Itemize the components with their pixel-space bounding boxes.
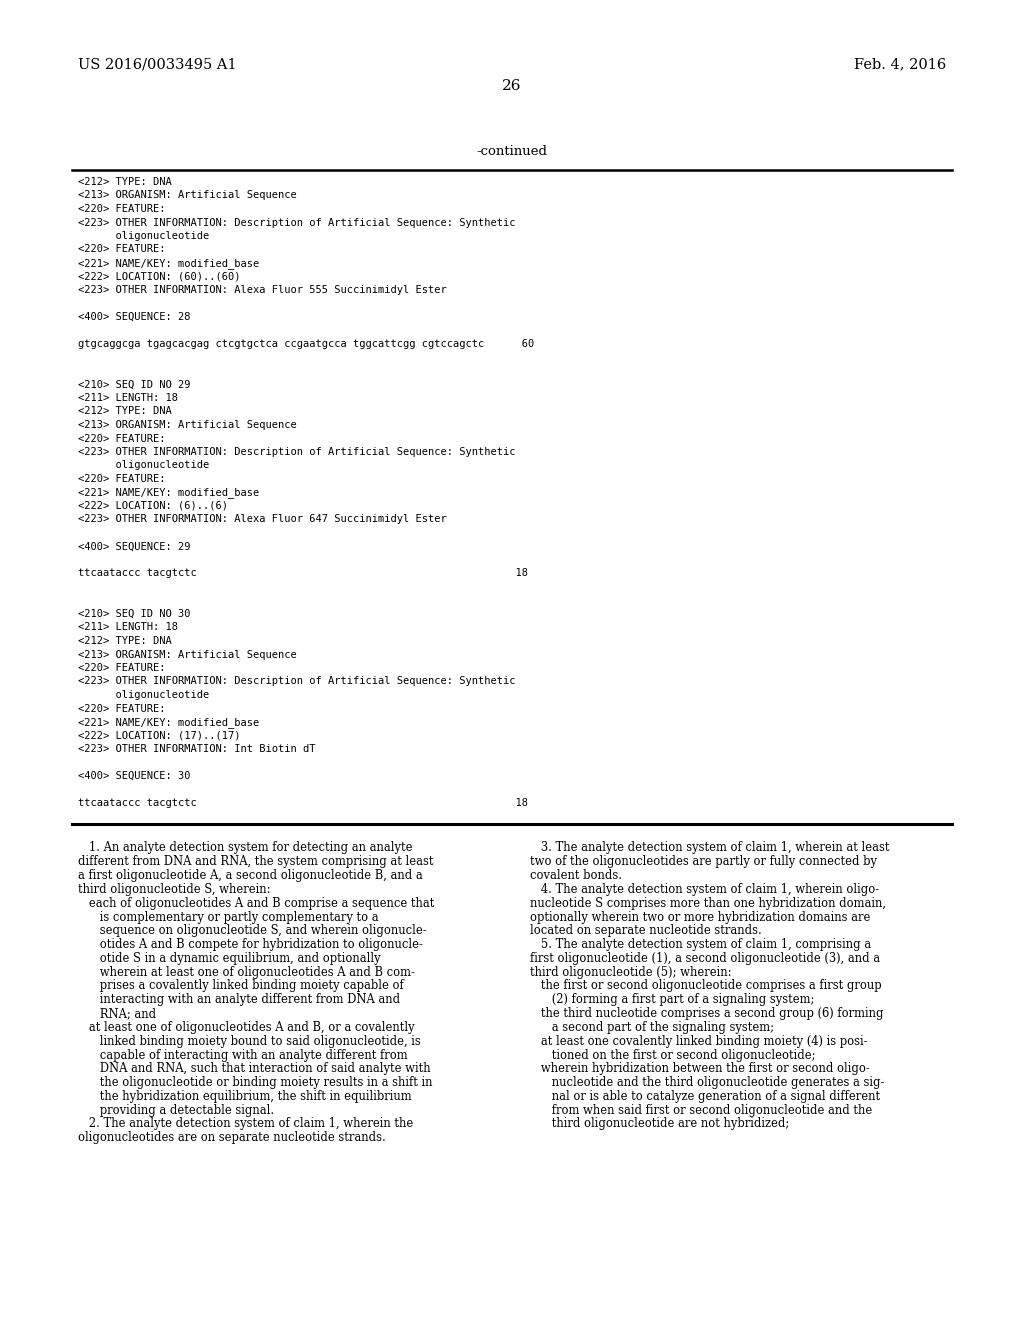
Text: 5. The analyte detection system of claim 1, comprising a: 5. The analyte detection system of claim… (530, 939, 871, 952)
Text: the third nucleotide comprises a second group (6) forming: the third nucleotide comprises a second … (530, 1007, 884, 1020)
Text: <223> OTHER INFORMATION: Description of Artificial Sequence: Synthetic: <223> OTHER INFORMATION: Description of … (78, 447, 515, 457)
Text: linked binding moiety bound to said oligonucleotide, is: linked binding moiety bound to said olig… (78, 1035, 421, 1048)
Text: (2) forming a first part of a signaling system;: (2) forming a first part of a signaling … (530, 993, 814, 1006)
Text: 26: 26 (502, 79, 522, 92)
Text: ttcaataccc tacgtctc                                                   18: ttcaataccc tacgtctc 18 (78, 569, 528, 578)
Text: <223> OTHER INFORMATION: Alexa Fluor 647 Succinimidyl Ester: <223> OTHER INFORMATION: Alexa Fluor 647… (78, 515, 446, 524)
Text: <212> TYPE: DNA: <212> TYPE: DNA (78, 407, 172, 417)
Text: <221> NAME/KEY: modified_base: <221> NAME/KEY: modified_base (78, 717, 259, 727)
Text: a first oligonucleotide A, a second oligonucleotide B, and a: a first oligonucleotide A, a second olig… (78, 869, 423, 882)
Text: <223> OTHER INFORMATION: Alexa Fluor 555 Succinimidyl Ester: <223> OTHER INFORMATION: Alexa Fluor 555… (78, 285, 446, 294)
Text: the hybridization equilibrium, the shift in equilibrium: the hybridization equilibrium, the shift… (78, 1090, 412, 1104)
Text: US 2016/0033495 A1: US 2016/0033495 A1 (78, 57, 237, 71)
Text: providing a detectable signal.: providing a detectable signal. (78, 1104, 274, 1117)
Text: otide S in a dynamic equilibrium, and optionally: otide S in a dynamic equilibrium, and op… (78, 952, 381, 965)
Text: <220> FEATURE:: <220> FEATURE: (78, 244, 166, 255)
Text: <222> LOCATION: (17)..(17): <222> LOCATION: (17)..(17) (78, 730, 241, 741)
Text: each of oligonucleotides A and B comprise a sequence that: each of oligonucleotides A and B compris… (78, 896, 434, 909)
Text: <213> ORGANISM: Artificial Sequence: <213> ORGANISM: Artificial Sequence (78, 190, 297, 201)
Text: covalent bonds.: covalent bonds. (530, 869, 622, 882)
Text: <213> ORGANISM: Artificial Sequence: <213> ORGANISM: Artificial Sequence (78, 649, 297, 660)
Text: nal or is able to catalyze generation of a signal different: nal or is able to catalyze generation of… (530, 1090, 880, 1104)
Text: wherein hybridization between the first or second oligo-: wherein hybridization between the first … (530, 1063, 869, 1076)
Text: DNA and RNA, such that interaction of said analyte with: DNA and RNA, such that interaction of sa… (78, 1063, 431, 1076)
Text: <222> LOCATION: (60)..(60): <222> LOCATION: (60)..(60) (78, 272, 241, 281)
Text: is complementary or partly complementary to a: is complementary or partly complementary… (78, 911, 379, 924)
Text: nucleotide S comprises more than one hybridization domain,: nucleotide S comprises more than one hyb… (530, 896, 886, 909)
Text: RNA; and: RNA; and (78, 1007, 156, 1020)
Text: <211> LENGTH: 18: <211> LENGTH: 18 (78, 623, 178, 632)
Text: <223> OTHER INFORMATION: Description of Artificial Sequence: Synthetic: <223> OTHER INFORMATION: Description of … (78, 676, 515, 686)
Text: capable of interacting with an analyte different from: capable of interacting with an analyte d… (78, 1048, 408, 1061)
Text: gtgcaggcga tgagcacgag ctcgtgctca ccgaatgcca tggcattcgg cgtccagctc      60: gtgcaggcga tgagcacgag ctcgtgctca ccgaatg… (78, 339, 535, 348)
Text: otides A and B compete for hybridization to oligonucle-: otides A and B compete for hybridization… (78, 939, 423, 952)
Text: oligonucleotide: oligonucleotide (78, 690, 209, 700)
Text: <220> FEATURE:: <220> FEATURE: (78, 663, 166, 673)
Text: 1. An analyte detection system for detecting an analyte: 1. An analyte detection system for detec… (78, 842, 413, 854)
Text: different from DNA and RNA, the system comprising at least: different from DNA and RNA, the system c… (78, 855, 433, 869)
Text: <400> SEQUENCE: 30: <400> SEQUENCE: 30 (78, 771, 190, 781)
Text: from when said first or second oligonucleotide and the: from when said first or second oligonucl… (530, 1104, 872, 1117)
Text: <221> NAME/KEY: modified_base: <221> NAME/KEY: modified_base (78, 257, 259, 269)
Text: third oligonucleotide are not hybridized;: third oligonucleotide are not hybridized… (530, 1118, 790, 1130)
Text: <220> FEATURE:: <220> FEATURE: (78, 433, 166, 444)
Text: 4. The analyte detection system of claim 1, wherein oligo-: 4. The analyte detection system of claim… (530, 883, 880, 896)
Text: optionally wherein two or more hybridization domains are: optionally wherein two or more hybridiza… (530, 911, 870, 924)
Text: <223> OTHER INFORMATION: Description of Artificial Sequence: Synthetic: <223> OTHER INFORMATION: Description of … (78, 218, 515, 227)
Text: <220> FEATURE:: <220> FEATURE: (78, 205, 166, 214)
Text: two of the oligonucleotides are partly or fully connected by: two of the oligonucleotides are partly o… (530, 855, 877, 869)
Text: -continued: -continued (476, 145, 548, 158)
Text: Feb. 4, 2016: Feb. 4, 2016 (854, 57, 946, 71)
Text: <221> NAME/KEY: modified_base: <221> NAME/KEY: modified_base (78, 487, 259, 499)
Text: <222> LOCATION: (6)..(6): <222> LOCATION: (6)..(6) (78, 502, 228, 511)
Text: oligonucleotide: oligonucleotide (78, 231, 209, 242)
Text: nucleotide and the third oligonucleotide generates a sig-: nucleotide and the third oligonucleotide… (530, 1076, 885, 1089)
Text: located on separate nucleotide strands.: located on separate nucleotide strands. (530, 924, 762, 937)
Text: at least one of oligonucleotides A and B, or a covalently: at least one of oligonucleotides A and B… (78, 1020, 415, 1034)
Text: the oligonucleotide or binding moiety results in a shift in: the oligonucleotide or binding moiety re… (78, 1076, 432, 1089)
Text: sequence on oligonucleotide S, and wherein oligonucle-: sequence on oligonucleotide S, and where… (78, 924, 427, 937)
Text: prises a covalently linked binding moiety capable of: prises a covalently linked binding moiet… (78, 979, 403, 993)
Text: <211> LENGTH: 18: <211> LENGTH: 18 (78, 393, 178, 403)
Text: <223> OTHER INFORMATION: Int Biotin dT: <223> OTHER INFORMATION: Int Biotin dT (78, 744, 315, 754)
Text: <400> SEQUENCE: 28: <400> SEQUENCE: 28 (78, 312, 190, 322)
Text: oligonucleotides are on separate nucleotide strands.: oligonucleotides are on separate nucleot… (78, 1131, 386, 1144)
Text: interacting with an analyte different from DNA and: interacting with an analyte different fr… (78, 993, 400, 1006)
Text: <220> FEATURE:: <220> FEATURE: (78, 474, 166, 484)
Text: oligonucleotide: oligonucleotide (78, 461, 209, 470)
Text: third oligonucleotide S, wherein:: third oligonucleotide S, wherein: (78, 883, 270, 896)
Text: <210> SEQ ID NO 30: <210> SEQ ID NO 30 (78, 609, 190, 619)
Text: third oligonucleotide (5); wherein:: third oligonucleotide (5); wherein: (530, 966, 731, 978)
Text: first oligonucleotide (1), a second oligonucleotide (3), and a: first oligonucleotide (1), a second olig… (530, 952, 880, 965)
Text: a second part of the signaling system;: a second part of the signaling system; (530, 1020, 774, 1034)
Text: <210> SEQ ID NO 29: <210> SEQ ID NO 29 (78, 380, 190, 389)
Text: <212> TYPE: DNA: <212> TYPE: DNA (78, 636, 172, 645)
Text: ttcaataccc tacgtctc                                                   18: ttcaataccc tacgtctc 18 (78, 799, 528, 808)
Text: <220> FEATURE:: <220> FEATURE: (78, 704, 166, 714)
Text: 3. The analyte detection system of claim 1, wherein at least: 3. The analyte detection system of claim… (530, 842, 890, 854)
Text: <213> ORGANISM: Artificial Sequence: <213> ORGANISM: Artificial Sequence (78, 420, 297, 430)
Text: wherein at least one of oligonucleotides A and B com-: wherein at least one of oligonucleotides… (78, 966, 415, 978)
Text: at least one covalently linked binding moiety (4) is posi-: at least one covalently linked binding m… (530, 1035, 867, 1048)
Text: the first or second oligonucleotide comprises a first group: the first or second oligonucleotide comp… (530, 979, 882, 993)
Text: <212> TYPE: DNA: <212> TYPE: DNA (78, 177, 172, 187)
Text: 2. The analyte detection system of claim 1, wherein the: 2. The analyte detection system of claim… (78, 1118, 414, 1130)
Text: tioned on the first or second oligonucleotide;: tioned on the first or second oligonucle… (530, 1048, 815, 1061)
Text: <400> SEQUENCE: 29: <400> SEQUENCE: 29 (78, 541, 190, 552)
